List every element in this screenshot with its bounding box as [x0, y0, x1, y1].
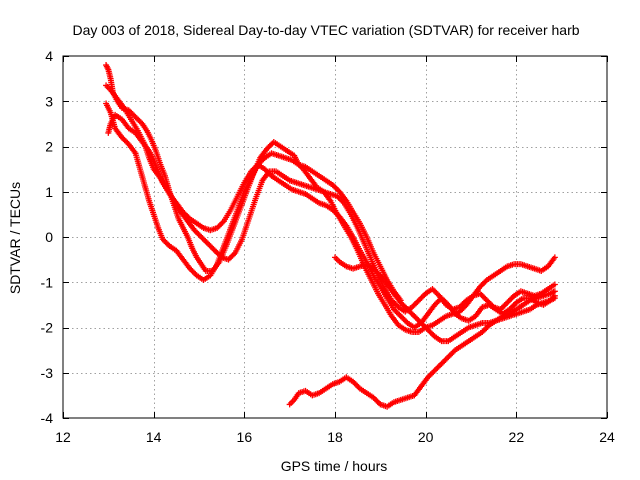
data-point [551, 288, 558, 295]
y-tick-label: 2 [45, 139, 53, 155]
y-tick-label: 3 [45, 93, 53, 109]
y-axis-label: SDTVAR / TECUs [7, 182, 23, 294]
x-tick-label: 18 [327, 429, 343, 445]
x-tick-label: 24 [599, 429, 615, 445]
series-3 [103, 82, 558, 315]
x-tick-label: 12 [55, 429, 71, 445]
y-tick-label: -2 [41, 320, 54, 336]
data-markers [103, 62, 558, 410]
x-tick-label: 22 [509, 429, 525, 445]
y-tick-label: -1 [41, 274, 54, 290]
y-tick-label: -4 [41, 410, 54, 426]
x-tick-labels: 12 14 16 18 20 22 24 [55, 429, 615, 445]
y-tick-labels: -4 -3 -2 -1 0 1 2 3 4 [41, 48, 54, 426]
chart-title: Day 003 of 2018, Sidereal Day-to-day VTE… [72, 22, 579, 38]
y-tick-label: 0 [45, 229, 53, 245]
y-tick-label: 4 [45, 48, 53, 64]
data-point [551, 295, 558, 302]
y-tick-label: 1 [45, 184, 53, 200]
y-tick-label: -3 [41, 365, 54, 381]
data-point [551, 254, 558, 261]
x-tick-label: 14 [146, 429, 162, 445]
data-point [551, 281, 558, 288]
x-tick-label: 20 [418, 429, 434, 445]
ticks [63, 56, 608, 419]
series-6 [286, 288, 558, 410]
x-tick-label: 16 [237, 429, 253, 445]
x-axis-label: GPS time / hours [281, 458, 388, 474]
